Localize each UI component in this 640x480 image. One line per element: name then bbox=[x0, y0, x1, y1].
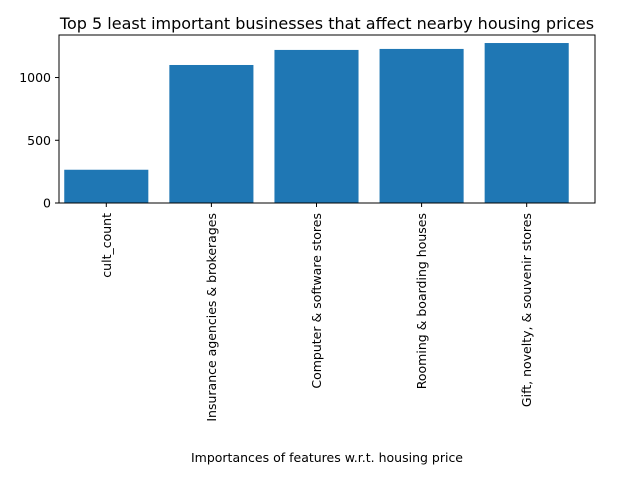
bar-4 bbox=[379, 48, 464, 204]
y-tick-label: 500 bbox=[27, 133, 51, 148]
bar-5 bbox=[484, 43, 569, 203]
x-axis: cult_count Insurance agencies & brokerage… bbox=[99, 203, 534, 422]
bar-1 bbox=[64, 169, 149, 203]
plot-frame bbox=[58, 34, 596, 204]
x-tick-label: cult_count bbox=[99, 213, 114, 278]
y-tick-label: 1000 bbox=[19, 70, 51, 85]
x-tick-label: Gift, novelty, & souvenir stores bbox=[519, 213, 534, 407]
y-tick-label: 0 bbox=[43, 196, 51, 211]
bar-3 bbox=[274, 49, 359, 204]
x-axis-label: Importances of features w.r.t. housing p… bbox=[191, 450, 463, 465]
x-tick-label: Rooming & boarding houses bbox=[414, 213, 429, 389]
bar-2 bbox=[169, 64, 254, 204]
y-axis: 0 500 1000 bbox=[19, 70, 59, 211]
chart-title: Top 5 least important businesses that af… bbox=[59, 14, 594, 33]
x-tick-label: Computer & software stores bbox=[309, 213, 324, 389]
x-tick-label: Insurance agencies & brokerages bbox=[204, 213, 219, 422]
bars-group bbox=[64, 43, 569, 204]
